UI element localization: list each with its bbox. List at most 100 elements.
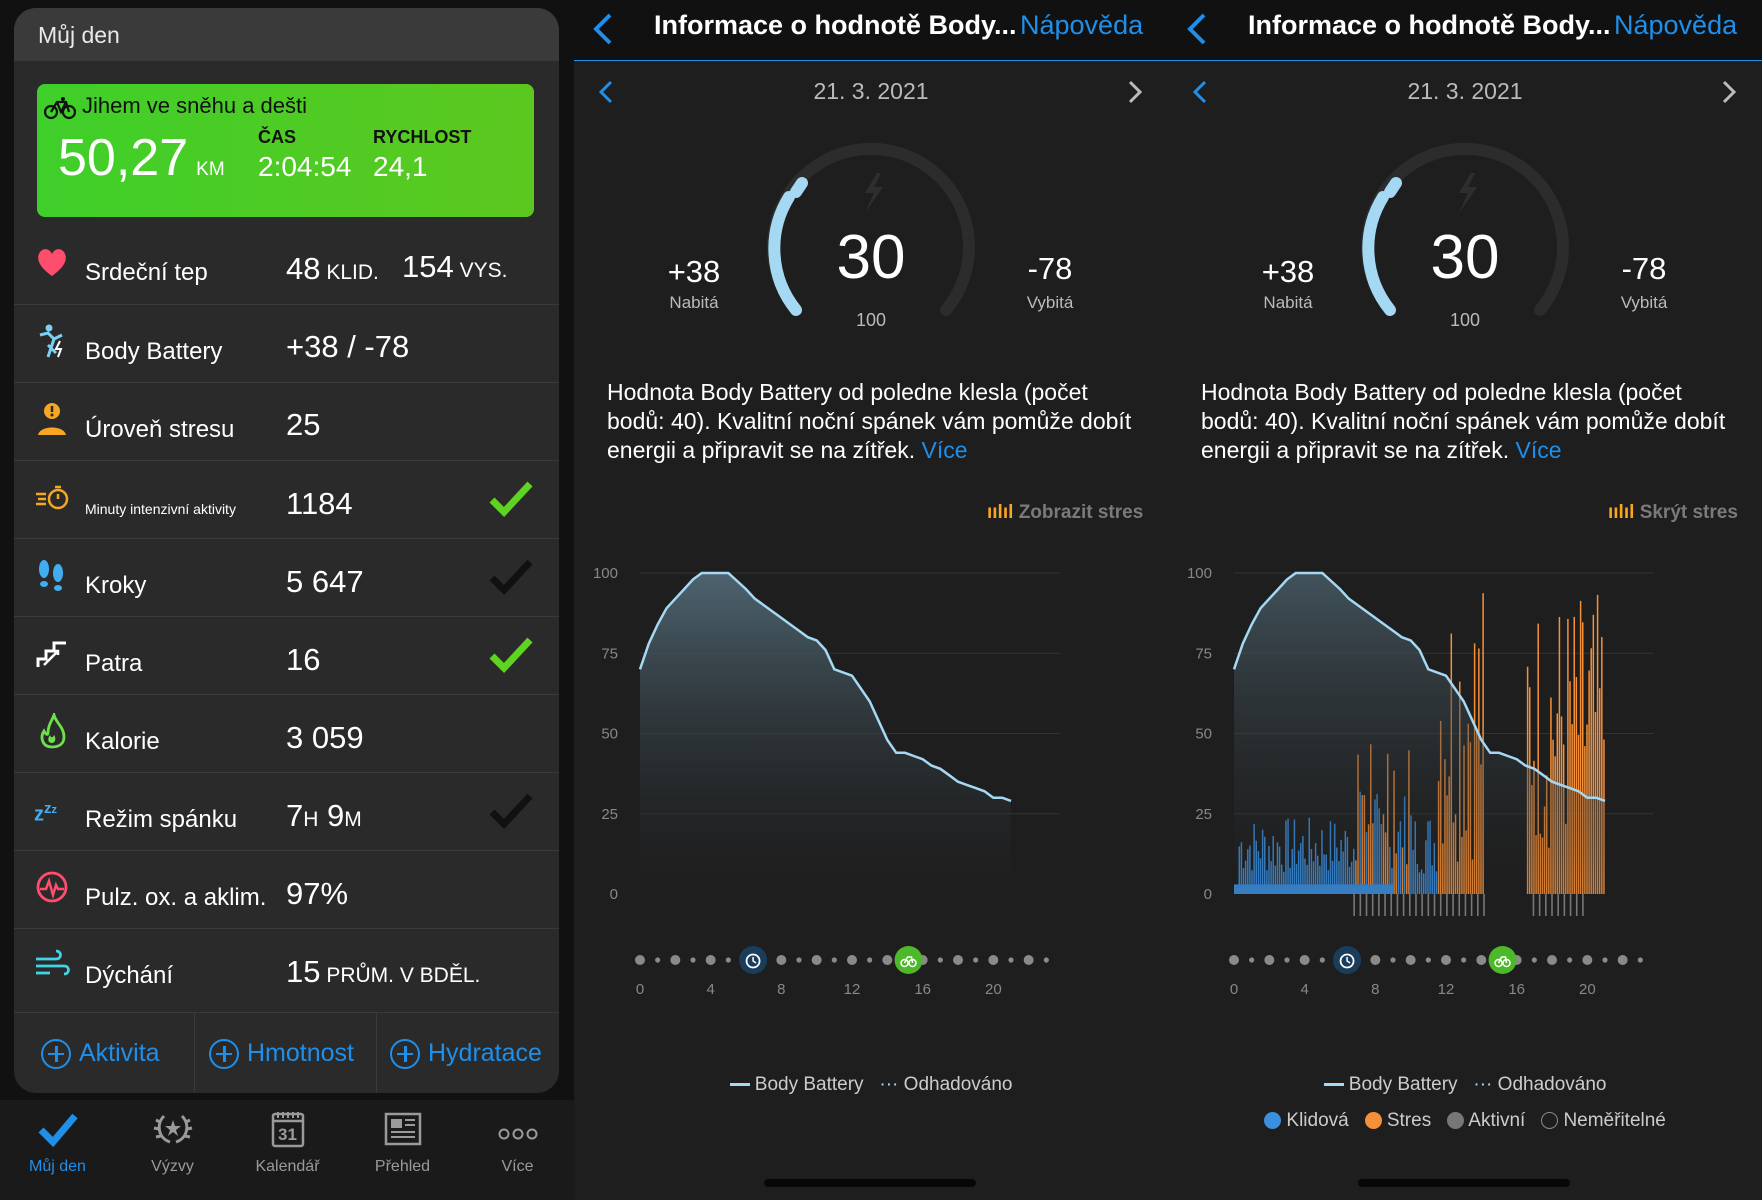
- charged-label: Nabitá: [669, 293, 719, 312]
- x-axis-dot: [690, 957, 696, 963]
- respiration-icon: [36, 949, 70, 976]
- action-label: Hydratace: [428, 1039, 542, 1067]
- x-axis-dot: [1319, 957, 1325, 963]
- row-value: 1184: [286, 486, 353, 521]
- x-axis-dot: [882, 955, 893, 965]
- x-axis-dot: [725, 957, 731, 963]
- row-pulse-ox[interactable]: Pulz. ox. a aklim. 97%: [14, 850, 559, 929]
- back-chevron-icon[interactable]: [592, 12, 614, 46]
- row-label: Režim spánku: [85, 806, 238, 833]
- activity-tile[interactable]: Jihem ve sněhu a dešti 50,27 KM ČAS 2:04:…: [37, 84, 534, 217]
- x-axis-dot: [1617, 955, 1628, 965]
- row-value: 97%: [286, 876, 349, 911]
- laurel-icon: [153, 1114, 193, 1144]
- next-day-chevron-icon[interactable]: [1721, 80, 1737, 104]
- gauge-max: 100: [855, 310, 887, 330]
- max-hr: 154: [402, 249, 454, 284]
- resting-hr: 48: [286, 251, 321, 286]
- help-link[interactable]: Nápověda: [1020, 10, 1144, 40]
- prev-day-chevron-icon[interactable]: [1192, 80, 1208, 104]
- card-title: Můj den: [38, 22, 120, 48]
- row-sleep[interactable]: zzz Režim spánku 7H 9M: [14, 772, 559, 851]
- tab-my-day[interactable]: Můj den: [0, 1100, 115, 1200]
- x-axis-dot: [1567, 957, 1573, 963]
- floors-icon: [36, 641, 66, 667]
- x-axis-dot: [1476, 955, 1487, 965]
- x-axis-dot: [635, 955, 645, 965]
- checkmark-icon: [38, 1113, 78, 1148]
- x-axis-dot: [1229, 955, 1239, 965]
- x-tick-label: 20: [985, 981, 1002, 998]
- tab-calendar[interactable]: 31 Kalendář: [230, 1100, 345, 1200]
- action-label: Aktivita: [79, 1039, 160, 1067]
- gauge-value: 30: [836, 223, 906, 292]
- add-activity-button[interactable]: Aktivita: [41, 1013, 160, 1093]
- x-axis-dot: [655, 957, 661, 963]
- x-axis-dot: [937, 957, 943, 963]
- legend-body-battery: Body Battery: [754, 1074, 864, 1095]
- x-axis-dot: [1637, 957, 1643, 963]
- my-day-card: Můj den Jihem ve sněhu a dešti 50,27 KM Č…: [14, 8, 559, 1093]
- body-battery-gauge: [1361, 142, 1569, 316]
- row-respiration[interactable]: Dýchání 15 PRŮM. V BDĚL.: [14, 928, 559, 1007]
- drained-label: Vybitá: [1620, 293, 1668, 312]
- calendar-day: 31: [278, 1125, 297, 1144]
- drained-value: -78: [1621, 251, 1667, 286]
- time-label: ČAS: [258, 127, 297, 147]
- home-indicator: [1358, 1179, 1570, 1187]
- more-link[interactable]: Více: [1515, 437, 1562, 463]
- nav-bar: Informace o hodnotě Body... Nápověda: [1168, 0, 1762, 61]
- x-axis-dot: [1284, 957, 1290, 963]
- x-axis-dot: [847, 955, 857, 965]
- alarm-clock-face: [1339, 953, 1355, 969]
- nav-bar: Informace o hodnotě Body... Nápověda: [574, 0, 1168, 61]
- x-axis-dot: [1461, 957, 1467, 963]
- x-tick-label: 16: [914, 981, 931, 998]
- prev-day-chevron-icon[interactable]: [598, 80, 614, 104]
- add-hydration-button[interactable]: Hydratace: [390, 1013, 542, 1093]
- next-day-chevron-icon[interactable]: [1127, 80, 1143, 104]
- speed-label: RYCHLOST: [373, 127, 472, 147]
- row-steps[interactable]: Kroky 5 647: [14, 538, 559, 617]
- drained-value: -78: [1027, 251, 1073, 286]
- body-battery-icon: [39, 324, 63, 358]
- bar-chart-icon: ıılıl: [1608, 502, 1635, 523]
- help-link[interactable]: Nápověda: [1614, 10, 1738, 40]
- tab-challenges[interactable]: Výzvy: [115, 1100, 230, 1200]
- stress-toggle-label: Zobrazit stres: [1018, 502, 1144, 523]
- row-calories[interactable]: Kalorie 3 059: [14, 694, 559, 773]
- intensity-minutes-icon: [36, 485, 69, 510]
- body-battery-area: [1234, 573, 1605, 894]
- row-stress[interactable]: Úroveň stresu 25: [14, 382, 559, 461]
- row-intensity-minutes[interactable]: Minuty intenzivní aktivity 1184: [14, 460, 559, 539]
- row-value: 25: [286, 407, 321, 442]
- x-axis-dot: [705, 955, 716, 965]
- add-weight-button[interactable]: Hmotnost: [209, 1013, 354, 1093]
- activity-name: Jihem ve sněhu a dešti: [82, 93, 308, 118]
- plus-icon: [41, 1038, 71, 1069]
- row-heart-rate[interactable]: Srdeční tep 48 KLID. 154 VYS.: [14, 226, 559, 304]
- x-tick-label: 0: [636, 981, 644, 998]
- x-axis-dot: [811, 955, 822, 965]
- row-value: 3 059: [286, 720, 364, 755]
- y-tick-label: 75: [1195, 645, 1212, 662]
- back-chevron-icon[interactable]: [1186, 12, 1208, 46]
- row-body-battery[interactable]: Body Battery +38 / -78: [14, 304, 559, 383]
- goal-not-met-check-icon: [489, 793, 533, 830]
- body-battery-stress-chart: 100 75 50 25 0 0 4 8 12 16 20: [1187, 565, 1654, 998]
- x-axis-dot: [988, 955, 999, 965]
- more-link[interactable]: Více: [921, 437, 968, 463]
- card-header: Můj den: [14, 8, 559, 61]
- show-stress-toggle[interactable]: ıılıl Zobrazit stres: [987, 502, 1143, 524]
- row-floors[interactable]: Patra 16: [14, 616, 559, 695]
- row-value: +38 / -78: [286, 329, 410, 364]
- x-axis-dot: [1299, 955, 1310, 965]
- y-tick-label: 0: [1204, 886, 1212, 903]
- x-axis-dot: [1264, 955, 1275, 965]
- x-tick-label: 20: [1579, 981, 1596, 998]
- description: Hodnota Body Battery od poledne klesla (…: [607, 378, 1147, 465]
- tab-more[interactable]: Více: [460, 1100, 575, 1200]
- hide-stress-toggle[interactable]: ıılıl Skrýt stres: [1608, 502, 1738, 524]
- tab-overview[interactable]: Přehled: [345, 1100, 460, 1200]
- stress-dot-icon: [1364, 1112, 1382, 1130]
